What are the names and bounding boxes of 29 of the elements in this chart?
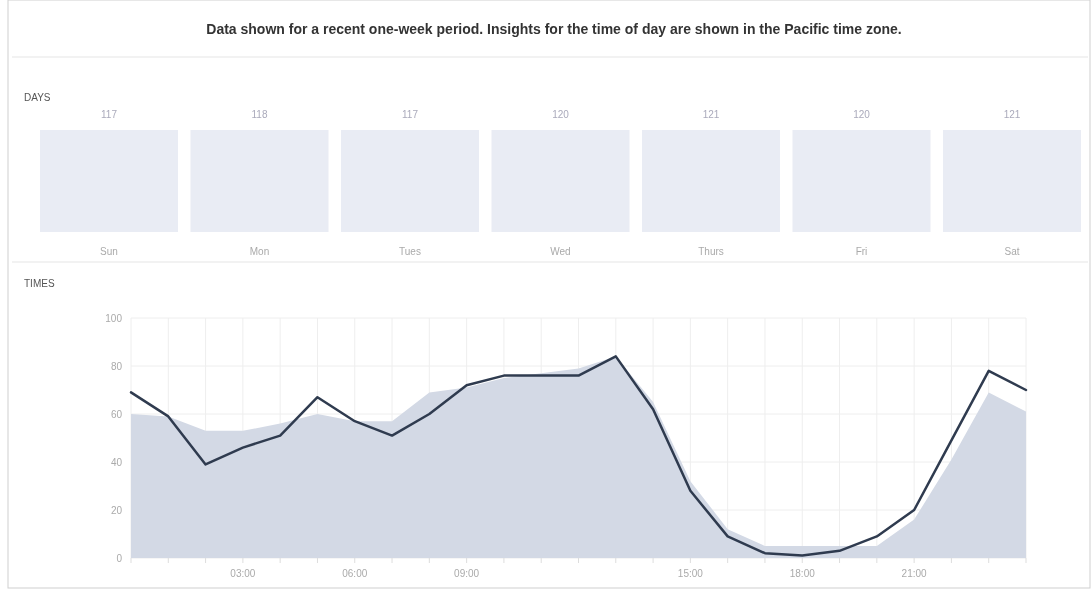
data-label: 117 (101, 109, 118, 120)
data-label: 118 (251, 109, 268, 120)
y-tick-label: 0 (116, 552, 123, 564)
category-label: Fri (855, 246, 868, 257)
y-tick-label: 40 (110, 456, 123, 468)
data-label: 120 (552, 109, 570, 120)
x-tick-label: 06:00 (342, 568, 368, 579)
category-label: Mon (249, 246, 270, 257)
x-tick-label: 03:00 (230, 568, 256, 579)
category-label: Sun (100, 246, 118, 257)
text: TIMES (24, 278, 55, 289)
y-tick-label: 60 (110, 408, 123, 420)
x-tick-label: 15:00 (677, 568, 704, 579)
category-label: Tues (399, 246, 421, 257)
y-tick-label: 20 (110, 504, 123, 516)
category-label: Wed (550, 246, 571, 257)
x-tick-label: 21:00 (901, 568, 928, 579)
x-tick-label: 09:00 (454, 568, 480, 579)
y-tick-label: 100 (105, 312, 123, 324)
x-tick-label: 18:00 (789, 568, 816, 579)
category-label: Thurs (698, 246, 724, 257)
y-tick-label: 80 (110, 360, 123, 372)
data-label: 121 (1003, 109, 1021, 120)
category-label: Sat (1004, 246, 1020, 257)
data-label: 121 (702, 109, 720, 120)
data-label: 117 (402, 109, 419, 120)
data-label: 120 (853, 109, 871, 120)
text: Data shown for a recent one-week period. Insights for the time of day are shown in the Pacific time zone. (206, 21, 902, 37)
text: DAYS (24, 92, 51, 103)
